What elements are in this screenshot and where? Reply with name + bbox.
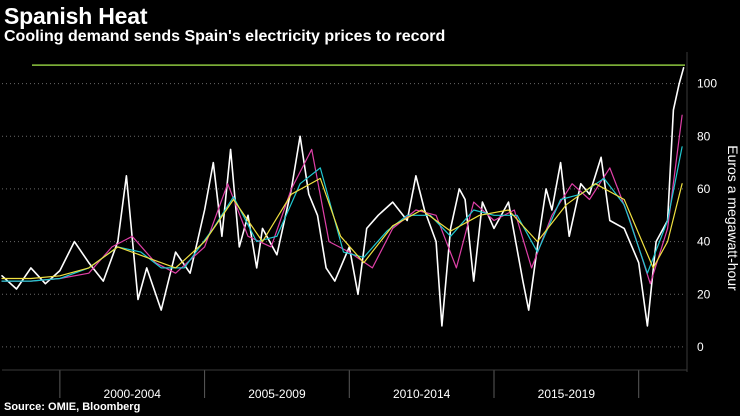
gridlines	[2, 52, 688, 372]
period-dividers	[2, 369, 687, 398]
chart-area: 0 20 40 60 80 100 2000-2004 2005-2009 2010-2014…	[1, 52, 740, 400]
y-tick-label-40: 40	[697, 235, 711, 249]
x-period-label-2: 2010-2014	[393, 387, 451, 400]
y-tick-label-20: 20	[697, 287, 711, 301]
y-tick-label-80: 80	[697, 129, 711, 143]
x-period-label-3: 2015-2019	[538, 387, 596, 400]
series-line-2	[1, 146, 683, 282]
series-line-1	[1, 114, 683, 285]
y-axis-title: Euros a megawatt-hour	[725, 145, 740, 291]
x-period-label-1: 2005-2009	[248, 387, 306, 400]
series-lines	[1, 67, 685, 327]
series-line-3	[1, 177, 683, 280]
y-tick-label-60: 60	[697, 182, 711, 196]
chart-title: Spanish Heat	[4, 3, 148, 29]
x-axis-period-labels: 2000-2004 2005-2009 2010-2014 2015-2019	[104, 387, 596, 400]
source-note: Source: OMIE, Bloomberg	[4, 401, 141, 413]
chart-subtitle: Cooling demand sends Spain's electricity…	[4, 28, 446, 45]
y-tick-label-0: 0	[697, 340, 704, 354]
x-period-label-0: 2000-2004	[104, 387, 162, 400]
y-axis-ticks: 0 20 40 60 80 100	[697, 77, 717, 354]
series-line-0	[1, 67, 685, 327]
y-tick-label-100: 100	[697, 77, 717, 91]
